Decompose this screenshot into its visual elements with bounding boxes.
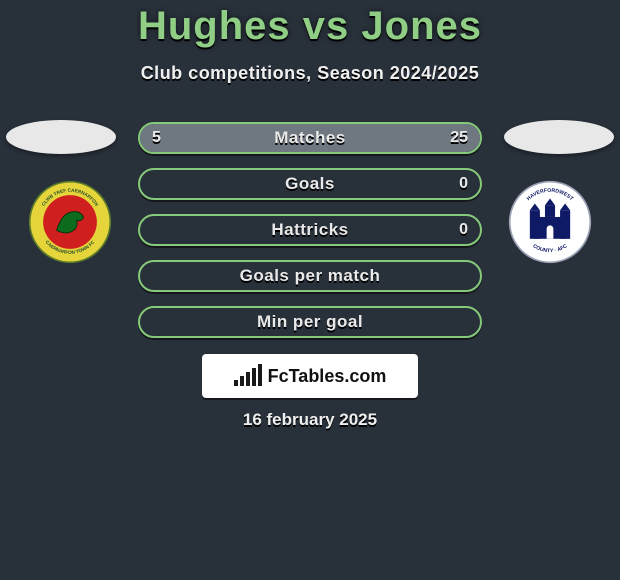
badge-text: FcTables.com xyxy=(268,366,387,387)
stat-label: Goals per match xyxy=(140,262,480,290)
stat-label: Min per goal xyxy=(140,308,480,336)
stat-fill-left xyxy=(140,124,198,152)
comparison-card: Hughes vs Jones Club competitions, Seaso… xyxy=(0,0,620,580)
stat-value-right: 0 xyxy=(459,216,468,244)
player-photo-right xyxy=(504,120,614,154)
stat-bar-min-per-goal: Min per goal xyxy=(138,306,482,338)
stat-value-right: 0 xyxy=(459,170,468,198)
club-crest-right: HAVERFORDWEST COUNTY · AFC xyxy=(508,180,592,264)
snapshot-date: 16 february 2025 xyxy=(0,410,620,430)
stat-bar-hattricks: Hattricks 0 xyxy=(138,214,482,246)
page-title: Hughes vs Jones xyxy=(0,4,620,49)
stat-bars: 5 Matches 25 Goals 0 Hattricks 0 Goals p… xyxy=(138,122,482,352)
stat-bar-matches: 5 Matches 25 xyxy=(138,122,482,154)
stat-label: Goals xyxy=(140,170,480,198)
club-crest-left: CLWB TREF CAERNARFON CAERNARFON TOWN FC xyxy=(28,180,112,264)
player-photo-left xyxy=(6,120,116,154)
season-subtitle: Club competitions, Season 2024/2025 xyxy=(0,63,620,84)
stat-fill-right xyxy=(198,124,480,152)
stat-bar-goals: Goals 0 xyxy=(138,168,482,200)
stat-label: Hattricks xyxy=(140,216,480,244)
fctables-badge[interactable]: FcTables.com xyxy=(202,354,418,398)
stat-bar-goals-per-match: Goals per match xyxy=(138,260,482,292)
bar-chart-icon xyxy=(234,366,262,386)
